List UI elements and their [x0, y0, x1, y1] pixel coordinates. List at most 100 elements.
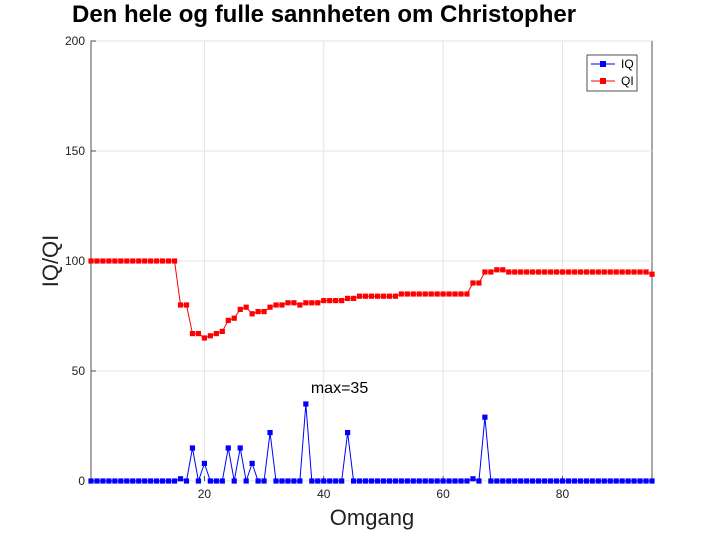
- data-point-qi: [637, 269, 643, 275]
- data-point-iq: [434, 478, 440, 484]
- x-tick-label: 40: [317, 487, 331, 501]
- data-point-qi: [303, 300, 309, 306]
- axis-ticks: 20 40 60 80 0 50 100 150 200: [65, 34, 570, 501]
- data-point-iq: [380, 478, 387, 484]
- data-point-qi: [291, 300, 297, 306]
- data-point-qi: [165, 258, 172, 264]
- data-point-qi: [559, 269, 566, 275]
- data-point-iq: [225, 445, 231, 451]
- data-point-qi: [506, 269, 512, 275]
- data-point-qi: [327, 298, 333, 304]
- data-point-iq: [362, 478, 369, 484]
- data-point-iq: [315, 478, 321, 484]
- data-point-qi: [231, 315, 237, 321]
- data-point-qi: [118, 258, 124, 264]
- data-point-iq: [195, 478, 202, 484]
- data-point-iq: [255, 478, 261, 484]
- legend-marker-qi: [600, 78, 606, 84]
- y-tick-label: 200: [65, 34, 85, 48]
- data-point-qi: [130, 258, 136, 264]
- data-point-qi: [601, 269, 607, 275]
- data-point-iq: [613, 478, 619, 484]
- data-point-qi: [649, 271, 655, 277]
- data-point-iq: [452, 478, 458, 484]
- data-point-iq: [249, 460, 255, 466]
- data-point-qi: [512, 269, 518, 275]
- data-point-qi: [476, 280, 482, 286]
- data-point-iq: [398, 478, 404, 484]
- data-point-qi: [386, 293, 393, 299]
- data-point-qi: [595, 269, 601, 275]
- data-point-iq: [631, 478, 637, 484]
- data-point-iq: [446, 478, 452, 484]
- data-point-iq: [422, 478, 428, 484]
- data-point-qi: [446, 291, 452, 297]
- data-point-qi: [315, 300, 321, 306]
- data-point-iq: [583, 478, 589, 484]
- data-point-iq: [100, 478, 106, 484]
- data-point-qi: [142, 258, 148, 264]
- legend-label-iq: IQ: [621, 57, 634, 71]
- y-tick-label: 50: [72, 364, 86, 378]
- data-point-qi: [530, 269, 536, 275]
- data-point-iq: [482, 414, 488, 420]
- data-point-iq: [267, 430, 273, 436]
- data-point-iq: [649, 478, 655, 484]
- data-point-qi: [345, 295, 351, 301]
- data-point-iq: [500, 478, 506, 484]
- data-point-iq: [607, 478, 613, 484]
- data-point-iq: [124, 478, 130, 484]
- data-point-iq: [160, 478, 166, 484]
- data-point-qi: [160, 258, 166, 264]
- data-point-qi: [148, 258, 154, 264]
- data-point-qi: [589, 269, 595, 275]
- data-point-iq: [321, 478, 327, 484]
- data-point-qi: [255, 309, 261, 315]
- data-point-qi: [488, 269, 494, 275]
- data-point-qi: [547, 269, 554, 275]
- data-point-iq: [309, 478, 315, 484]
- data-point-iq: [506, 478, 512, 484]
- data-point-iq: [512, 478, 518, 484]
- data-point-qi: [470, 280, 476, 286]
- data-point-qi: [374, 293, 381, 299]
- data-point-qi: [154, 258, 160, 264]
- data-point-iq: [536, 478, 542, 484]
- data-point-iq: [530, 478, 536, 484]
- data-point-qi: [536, 269, 542, 275]
- data-point-iq: [374, 478, 381, 484]
- data-point-qi: [177, 302, 184, 308]
- data-point-qi: [195, 331, 202, 337]
- data-point-iq: [243, 478, 249, 484]
- data-point-qi: [273, 302, 279, 308]
- data-point-qi: [380, 293, 387, 299]
- data-point-qi: [643, 269, 649, 275]
- data-point-qi: [541, 269, 548, 275]
- data-point-iq: [148, 478, 154, 484]
- data-point-iq: [553, 478, 560, 484]
- data-point-iq: [458, 478, 464, 484]
- data-point-qi: [577, 269, 583, 275]
- data-point-qi: [631, 269, 637, 275]
- data-point-iq: [577, 478, 583, 484]
- y-axis-label: IQ/QI: [38, 235, 63, 288]
- data-point-iq: [237, 445, 243, 451]
- data-point-qi: [440, 291, 446, 297]
- data-point-iq: [183, 478, 190, 484]
- data-point-iq: [130, 478, 136, 484]
- max-annotation: max=35: [311, 380, 368, 397]
- data-point-qi: [398, 291, 404, 297]
- data-point-qi: [106, 258, 112, 264]
- data-point-qi: [619, 269, 625, 275]
- data-point-iq: [476, 478, 482, 484]
- data-point-iq: [392, 478, 398, 484]
- data-point-qi: [553, 269, 560, 275]
- data-point-qi: [404, 291, 410, 297]
- data-point-qi: [458, 291, 464, 297]
- data-point-qi: [237, 306, 243, 312]
- data-point-iq: [88, 478, 94, 484]
- data-point-qi: [410, 291, 416, 297]
- data-point-iq: [327, 478, 333, 484]
- data-point-qi: [243, 304, 249, 310]
- data-point-iq: [524, 478, 530, 484]
